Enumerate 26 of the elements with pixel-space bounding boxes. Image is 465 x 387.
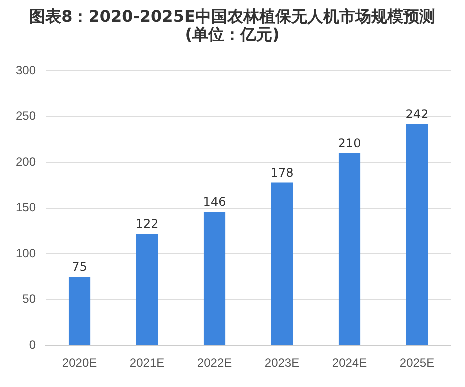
- x-tick-label: 2021E: [130, 356, 165, 370]
- bar: [271, 182, 294, 346]
- bar: [136, 234, 158, 346]
- y-tick-label: 200: [16, 154, 36, 169]
- bar: [204, 212, 226, 346]
- bar: [68, 277, 91, 346]
- data-label: 122: [136, 217, 159, 232]
- data-label: 146: [203, 195, 226, 210]
- x-tick-label: 2024E: [332, 356, 368, 370]
- y-tick-label: 50: [22, 292, 36, 306]
- data-label: 178: [270, 166, 294, 180]
- bar: [338, 154, 361, 346]
- chart-title: 图表8：2020-2025E中国农林植保无人机市场规模预测(单位：亿元): [28, 7, 436, 44]
- y-tick-label: 300: [16, 64, 36, 78]
- data-label: 242: [406, 107, 429, 122]
- x-tick-label: 2020E: [62, 356, 98, 370]
- y-tick-label: 150: [16, 200, 36, 215]
- x-tick-label: 2022E: [197, 356, 232, 370]
- x-tick-label: 2023E: [264, 356, 300, 370]
- y-tick-label: 250: [16, 109, 36, 124]
- data-label: 75: [72, 260, 88, 274]
- data-label: 210: [338, 136, 362, 151]
- x-tick-label: 2025E: [400, 356, 435, 370]
- y-tick-label: 0: [29, 338, 36, 352]
- bar: [406, 124, 428, 346]
- y-tick-label: 100: [16, 246, 36, 260]
